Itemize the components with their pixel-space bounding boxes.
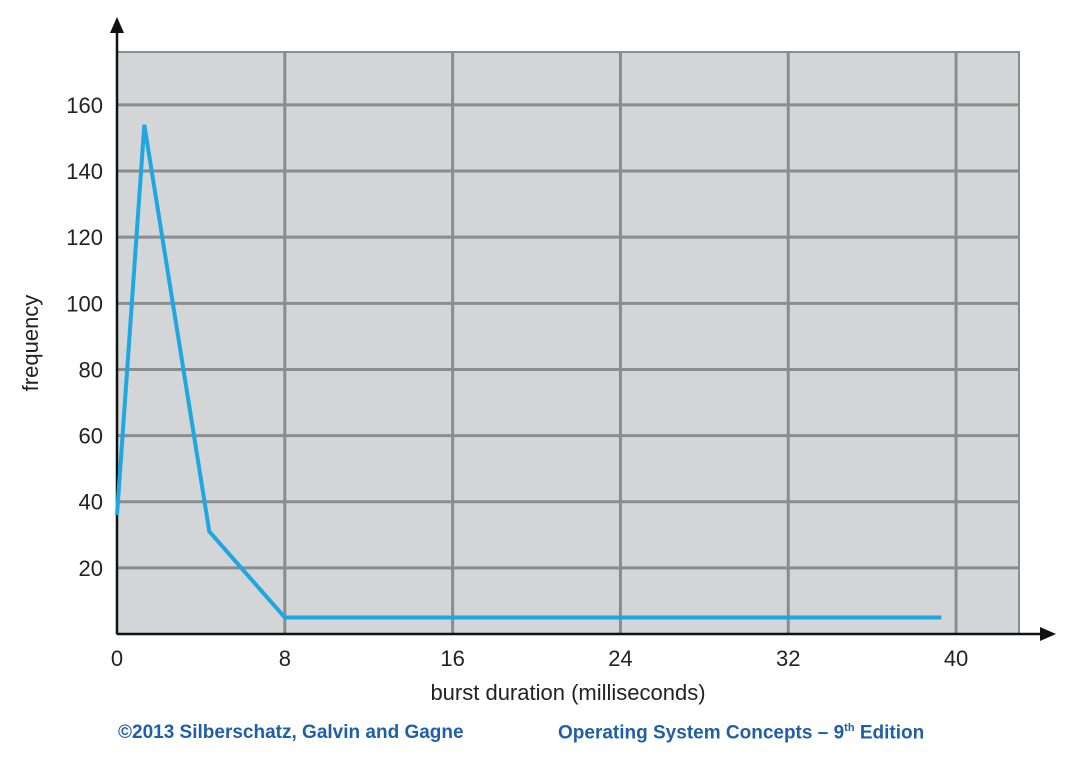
y-tick-label: 80 xyxy=(79,357,103,382)
x-axis-arrow xyxy=(1040,627,1056,641)
x-tick-label: 8 xyxy=(279,646,291,671)
axes xyxy=(110,17,1056,641)
y-tick-label: 100 xyxy=(66,291,103,316)
y-tick-label: 120 xyxy=(66,225,103,250)
y-tick-label: 60 xyxy=(79,424,103,449)
grid-lines xyxy=(117,52,1019,634)
data-series xyxy=(115,124,942,620)
book-title-footer: Operating System Concepts – 9th Edition xyxy=(558,722,924,744)
frequency-line xyxy=(115,124,942,620)
x-tick-label: 32 xyxy=(776,646,800,671)
y-tick-label: 140 xyxy=(66,159,103,184)
book-title-prefix: Operating System Concepts – 9 xyxy=(558,722,845,744)
y-axis-arrow xyxy=(110,17,124,33)
tick-labels: 0 8 16 24 32 40 20 40 60 80 100 120 140 160 xyxy=(66,93,968,671)
x-tick-label: 24 xyxy=(608,646,632,671)
y-axis-title: frequency xyxy=(18,295,43,392)
book-title-suffix: Edition xyxy=(854,722,925,744)
x-tick-label: 0 xyxy=(111,646,123,671)
y-tick-label: 40 xyxy=(79,490,103,515)
x-axis-title: burst duration (milliseconds) xyxy=(430,680,705,705)
book-title-superscript: th xyxy=(844,722,855,734)
x-tick-label: 40 xyxy=(944,646,968,671)
y-tick-label: 20 xyxy=(79,556,103,581)
y-tick-label: 160 xyxy=(66,93,103,118)
x-tick-label: 16 xyxy=(440,646,464,671)
copyright-footer: ©2013 Silberschatz, Galvin and Gagne xyxy=(118,722,464,743)
plot-background xyxy=(116,51,1020,635)
